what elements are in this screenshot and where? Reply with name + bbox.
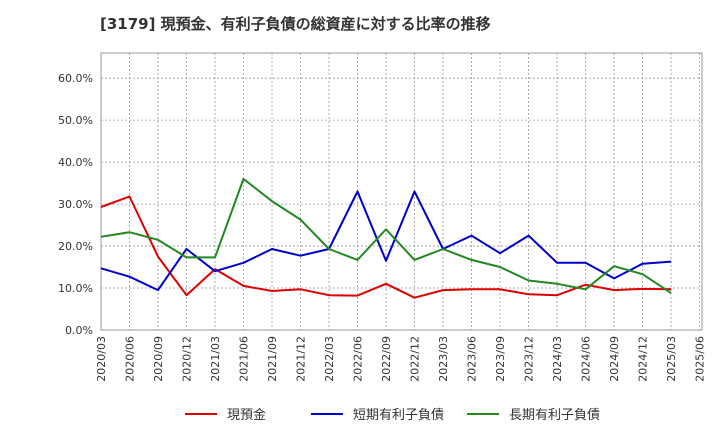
x-tick-label: 2025/03 [665,336,678,382]
x-tick-label: 2024/06 [580,336,593,382]
series-line-3 [100,177,672,294]
x-tick-label: 2022/09 [380,336,393,382]
y-tick-label: 60.0% [58,72,93,85]
x-tick-label: 2023/12 [523,336,536,382]
y-tick-label: 20.0% [58,240,93,253]
x-tick-label: 2021/03 [209,336,222,382]
x-tick-label: 2021/06 [238,336,251,382]
x-tick-label: 2023/03 [437,336,450,382]
chart-title: [3179] 現預金、有利子負債の総資産に対する比率の推移 [100,15,491,33]
y-tick-label: 40.0% [58,156,93,169]
y-tick-label: 50.0% [58,114,93,127]
y-tick-label: 10.0% [58,282,93,295]
x-tick-label: 2023/06 [466,336,479,382]
x-tick-label: 2021/12 [295,336,308,382]
x-tick-label: 2020/03 [95,336,108,382]
x-tick-label: 2021/09 [266,336,279,382]
x-tick-label: 2022/03 [323,336,336,382]
x-tick-label: 2020/09 [152,336,165,382]
legend-label-3: 長期有利子負債 [509,408,600,423]
x-tick-label: 2024/09 [608,336,621,382]
x-tick-label: 2022/06 [352,336,365,382]
x-tick-label: 2025/06 [694,336,707,382]
x-tick-label: 2020/06 [124,336,137,382]
x-tick-label: 2023/09 [494,336,507,382]
y-tick-label: 30.0% [58,198,93,211]
legend-label-1: 現預金 [227,407,266,423]
plot-area [100,52,703,331]
x-tick-label: 2020/12 [181,336,194,382]
y-tick-label: 0.0% [65,324,93,337]
legend-label-2: 短期有利子負債 [353,408,444,423]
x-tick-label: 2024/12 [637,336,650,382]
x-tick-label: 2024/03 [551,336,564,382]
x-tick-label: 2022/12 [409,336,422,382]
